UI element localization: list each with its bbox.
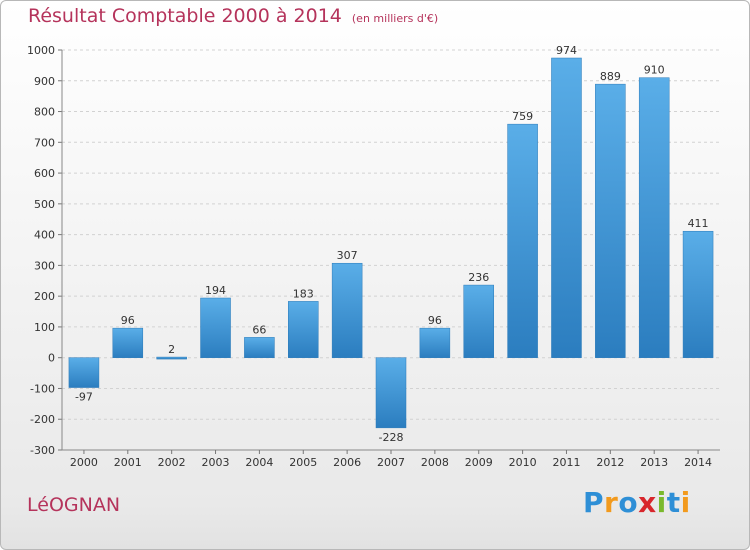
data-label: 759	[512, 110, 533, 123]
x-tick-label: 2007	[377, 456, 405, 469]
y-tick-label: 500	[34, 198, 55, 211]
bar	[68, 357, 100, 388]
x-tick-label: 2008	[421, 456, 449, 469]
data-label: 236	[468, 271, 489, 284]
y-tick-label: 700	[34, 136, 55, 149]
brand-letter: t	[666, 486, 681, 519]
x-tick-label: 2001	[114, 456, 142, 469]
data-label: 194	[205, 284, 226, 297]
data-label: 889	[600, 70, 621, 83]
y-tick-label: -200	[30, 413, 55, 426]
y-tick-label: -100	[30, 382, 55, 395]
data-label: -228	[379, 431, 404, 444]
brand-letter: i	[680, 486, 691, 519]
bar	[595, 83, 626, 358]
y-tick-label: 800	[34, 106, 55, 119]
data-label: -97	[75, 391, 93, 404]
y-tick-label: 0	[48, 352, 55, 365]
y-tick-label: 1000	[27, 44, 55, 57]
bar	[551, 57, 582, 358]
data-label: 910	[644, 64, 665, 77]
bar	[112, 327, 144, 358]
data-label: 411	[688, 217, 709, 230]
data-labels: -97 96 2 194 66 183 307 -228 96 236 759 974 889 910 41…	[75, 44, 709, 444]
data-label: 96	[121, 314, 135, 327]
chart-title: Résultat Comptable 2000 à 2014	[28, 5, 342, 27]
bar	[638, 77, 670, 358]
x-tick-label: 2005	[289, 456, 317, 469]
x-tick-label: 2009	[465, 456, 493, 469]
x-tick-label: 2003	[202, 456, 230, 469]
bar	[375, 357, 407, 429]
commune-name: LéOGNAN	[27, 494, 121, 516]
x-tick-label: 2013	[640, 456, 668, 469]
brand-letter: i	[656, 486, 667, 519]
brand-logo: Proxiti	[583, 486, 691, 519]
x-tick-label: 2012	[596, 456, 624, 469]
bar	[244, 337, 275, 358]
y-tick-label: -300	[30, 444, 55, 457]
bar	[463, 284, 494, 358]
x-tick-label: 2014	[684, 456, 712, 469]
data-label: 974	[556, 44, 577, 57]
y-tick-label: 200	[34, 290, 55, 303]
data-label: 66	[252, 323, 266, 336]
bar	[682, 230, 714, 358]
brand-letter: r	[604, 486, 619, 519]
bar	[200, 297, 231, 358]
y-tick-label: 600	[34, 167, 55, 180]
data-label: 183	[293, 287, 314, 300]
x-tick-label: 2002	[158, 456, 186, 469]
y-tick-label: 100	[34, 321, 55, 334]
title-row: Résultat Comptable 2000 à 2014 (en millie…	[28, 5, 438, 27]
x-tick-label: 2006	[333, 456, 361, 469]
chart-subtitle: (en milliers d'€)	[351, 12, 439, 25]
x-tick-label: 2010	[509, 456, 537, 469]
x-tick-label: 2011	[552, 456, 580, 469]
bar	[156, 356, 187, 360]
brand-letter: P	[583, 486, 605, 519]
axes: -300 -200 -100 0 100 200 300 400 500 600 700 800 900…	[27, 44, 720, 469]
x-tick-label: 2000	[70, 456, 98, 469]
bar	[288, 301, 319, 358]
brand-letter: o	[618, 486, 639, 519]
brand-letter: x	[638, 486, 657, 519]
data-label: 307	[337, 249, 358, 262]
bar	[331, 262, 363, 358]
y-tick-label: 900	[34, 75, 55, 88]
bars	[68, 57, 714, 429]
bar	[419, 327, 451, 358]
y-tick-label: 400	[34, 229, 55, 242]
data-label: 2	[168, 343, 175, 356]
bar	[507, 123, 538, 358]
data-label: 96	[428, 314, 442, 327]
x-tick-label: 2004	[245, 456, 273, 469]
y-tick-label: 300	[34, 259, 55, 272]
